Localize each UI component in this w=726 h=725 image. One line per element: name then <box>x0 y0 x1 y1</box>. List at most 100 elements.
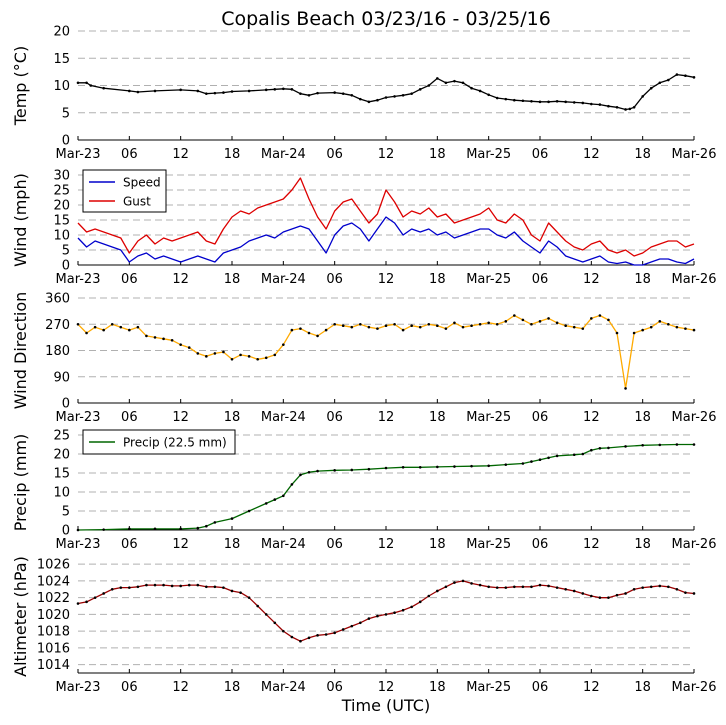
precip-xtick-label: 06 <box>532 537 549 552</box>
wind-ytick-label: 20 <box>53 199 70 214</box>
wind-ytick-label: 0 <box>62 259 70 274</box>
altimeter-point <box>76 602 80 605</box>
dir-point <box>85 331 88 335</box>
temp-point <box>418 88 422 91</box>
dir-point <box>170 338 174 342</box>
dir-point <box>547 317 550 320</box>
altimeter-point <box>521 585 525 589</box>
dir-xtick-label: 06 <box>121 410 138 425</box>
precip-point <box>658 443 662 447</box>
temp-point <box>427 84 431 87</box>
temp-point <box>222 91 225 94</box>
temp-point <box>376 98 379 102</box>
temp-point <box>102 86 105 90</box>
precip-point <box>581 452 585 456</box>
altimeter-point <box>555 586 559 589</box>
altimeter-y-axis-label: Altimeter (hPa) <box>11 556 30 677</box>
precip-xtick-label: 18 <box>634 537 651 552</box>
temp-point <box>538 100 542 104</box>
temp-point <box>196 89 200 93</box>
precip-xtick-label: 06 <box>121 537 138 552</box>
altimeter-ytick-label: 1022 <box>37 591 70 606</box>
dir-point <box>581 327 585 330</box>
dir-point <box>521 318 525 322</box>
dir-point <box>179 343 182 346</box>
temp-point <box>675 73 679 76</box>
precip-point <box>247 509 251 513</box>
altimeter-point <box>153 583 157 587</box>
dir-xtick-label: Mar-23 <box>56 410 101 425</box>
dir-point <box>401 328 405 332</box>
altimeter-xtick-label: 12 <box>172 680 189 695</box>
precip-point <box>299 473 302 477</box>
temp-point <box>628 107 632 111</box>
dir-point <box>436 324 439 328</box>
altimeter-point <box>187 583 191 587</box>
altimeter-point <box>282 629 285 633</box>
temp-point <box>624 108 627 111</box>
dir-point <box>307 331 311 335</box>
precip-point <box>555 454 559 458</box>
wind-xtick-label: Mar-24 <box>261 272 306 287</box>
dir-point <box>470 324 473 328</box>
dir-point <box>607 318 610 322</box>
wind-xtick-label: Mar-25 <box>466 272 511 287</box>
dir-point <box>649 325 653 329</box>
dir-point <box>273 353 277 357</box>
altimeter-point <box>495 586 499 589</box>
dir-xtick-label: 12 <box>583 410 600 425</box>
dir-point <box>504 320 508 323</box>
temp-ytick-label: 10 <box>53 79 70 94</box>
altimeter-xtick-label: Mar-23 <box>56 680 101 695</box>
wind-legend-box <box>82 169 167 213</box>
precip-point <box>521 462 525 465</box>
altimeter-point <box>324 633 328 636</box>
precip-xtick-label: Mar-25 <box>466 537 511 552</box>
altimeter-point <box>205 585 208 589</box>
altimeter-point <box>607 596 610 599</box>
temp-ytick-label: 0 <box>62 134 70 149</box>
dir-xtick-label: 12 <box>378 410 395 425</box>
altimeter-xtick-label: 18 <box>224 680 241 695</box>
precip-ytick-label: 15 <box>53 467 70 482</box>
altimeter-xtick-label: 06 <box>121 680 138 695</box>
wind-series-1-line <box>77 177 695 257</box>
altimeter-point <box>367 617 371 620</box>
dir-point <box>76 322 80 326</box>
altimeter-point <box>359 621 362 625</box>
dir-point <box>684 327 687 330</box>
altimeter-point <box>478 583 482 587</box>
dir-point <box>624 387 627 390</box>
altimeter-point <box>530 585 533 589</box>
altimeter-point <box>128 586 131 589</box>
wind-xtick-label: 18 <box>634 272 651 287</box>
dir-point <box>145 334 148 338</box>
temp-point <box>470 86 473 90</box>
altimeter-point <box>170 584 174 588</box>
dir-point <box>641 328 644 332</box>
dir-point <box>93 325 97 329</box>
dir-point <box>102 328 105 332</box>
temp-point <box>299 92 302 95</box>
temp-ytick-label: 20 <box>53 25 70 40</box>
dir-point <box>222 350 225 354</box>
precip-xtick-label: 18 <box>429 537 446 552</box>
altimeter-point <box>307 636 311 640</box>
temp-point <box>590 102 593 106</box>
precip-y-axis-label: Precip (mm) <box>11 434 30 532</box>
temp-point <box>641 95 644 98</box>
temp-point <box>504 97 508 101</box>
dir-point <box>119 325 123 329</box>
precip-xtick-label: Mar-23 <box>56 537 101 552</box>
wind-ytick-label: 25 <box>53 184 70 199</box>
precip-point <box>504 463 508 466</box>
precip-point <box>547 456 550 460</box>
wind-ytick-label: 15 <box>53 214 70 229</box>
altimeter-xtick-label: 12 <box>378 680 395 695</box>
temp-point <box>384 96 388 99</box>
temp-xtick-label: 18 <box>634 147 651 162</box>
altimeter-point <box>684 591 687 594</box>
